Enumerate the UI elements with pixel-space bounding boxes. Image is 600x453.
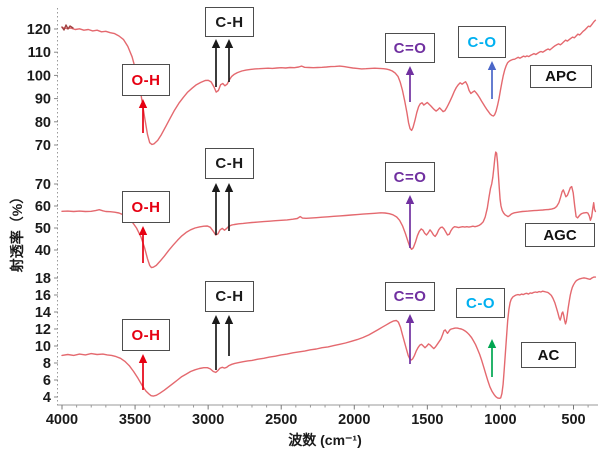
ch-agc-arrowhead [211,183,221,192]
label-ac: AC [521,342,576,368]
annotation-box-co2-apc: C=O [385,33,435,63]
y-tick-label: 70 [35,177,51,193]
y-tick-label: 60 [35,199,51,215]
y-tick-label: 6 [43,373,51,389]
y-tick-label: 10 [35,339,51,355]
y-tick-label: 50 [35,221,51,237]
annotation-box-oh-apc: O-H [122,64,170,96]
y-axis-title: 射透率（%） [9,189,25,273]
x-tick-label: 3000 [192,412,224,428]
co-apc-arrowhead [487,61,497,70]
oh-agc-arrowhead [138,226,148,235]
x-tick-label: 500 [561,412,585,428]
co2-ac-arrowhead [405,314,415,323]
label-apc: APC [530,65,592,88]
annotation-box-ch-agc: C-H [205,148,254,179]
y-tick-label: 12 [35,322,51,338]
annotation-box-co2-agc: C=O [385,162,435,192]
ch-agc-arrowhead [224,183,234,192]
x-tick-label: 1500 [411,412,443,428]
x-tick-label: 4000 [46,412,78,428]
x-tick-label: 2000 [338,412,370,428]
ch-apc-arrowhead [211,39,221,48]
y-tick-label: 4 [43,390,51,406]
y-tick-label: 120 [27,22,51,38]
x-tick-label: 2500 [265,412,297,428]
x-tick-label: 1000 [484,412,516,428]
spectrum-curve-apc [61,19,597,146]
ch-apc-arrowhead [224,39,234,48]
y-tick-label: 40 [35,243,51,259]
annotation-box-oh-ac: O-H [122,319,170,351]
ch-ac-arrowhead [224,315,234,324]
co2-agc-arrowhead [405,195,415,204]
y-tick-label: 18 [35,271,51,287]
ch-ac-arrowhead [211,315,221,324]
label-agc: AGC [525,223,595,247]
spectrum-curve-ac [61,276,597,399]
y-tick-label: 16 [35,288,51,304]
y-tick-label: 70 [35,138,51,154]
spectrum-curve-start-artifact [61,24,74,31]
y-tick-label: 14 [35,305,51,321]
oh-apc-arrowhead [138,99,148,108]
co2-apc-arrowhead [405,66,415,75]
annotation-box-oh-agc: O-H [122,191,170,223]
y-tick-label: 110 [28,45,51,61]
x-axis-title: 波数 (cm⁻¹) [288,432,362,448]
y-tick-label: 80 [35,115,51,131]
annotation-box-co-apc: C-O [458,26,506,58]
annotation-box-co2-ac: C=O [385,282,435,311]
annotation-box-ch-ac: C-H [205,281,254,312]
annotation-box-ch-apc: C-H [205,7,254,37]
oh-ac-arrowhead [138,354,148,363]
co-ac-arrowhead [487,339,497,348]
y-tick-label: 100 [27,68,51,84]
x-tick-label: 3500 [119,412,151,428]
annotation-box-co-ac: C-O [456,288,505,318]
spectrum-curve-agc [61,151,597,269]
y-tick-label: 8 [43,356,51,372]
y-tick-label: 90 [35,92,51,108]
